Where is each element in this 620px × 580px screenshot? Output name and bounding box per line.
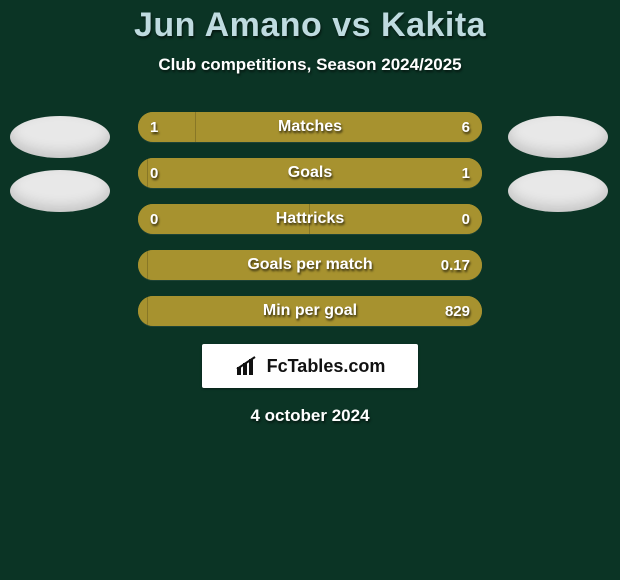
stat-label: Min per goal <box>138 296 482 326</box>
stat-label: Hattricks <box>138 204 482 234</box>
stat-value-right: 0.17 <box>441 250 470 280</box>
branding-text: FcTables.com <box>267 356 386 377</box>
stat-row-min-per-goal: Min per goal 829 <box>138 296 482 326</box>
bars-icon <box>235 355 261 377</box>
date-label: 4 october 2024 <box>0 406 620 426</box>
stat-rows: 1 Matches 6 0 Goals 1 0 Hattricks 0 <box>138 112 482 342</box>
stat-row-goals-per-match: Goals per match 0.17 <box>138 250 482 280</box>
branding-badge: FcTables.com <box>202 344 418 388</box>
stat-value-right: 1 <box>462 158 470 188</box>
stat-value-right: 0 <box>462 204 470 234</box>
page-title: Jun Amano vs Kakita <box>0 0 620 45</box>
player-avatar-right-2 <box>508 170 608 212</box>
stat-value-right: 6 <box>462 112 470 142</box>
stat-row-hattricks: 0 Hattricks 0 <box>138 204 482 234</box>
stat-value-right: 829 <box>445 296 470 326</box>
stat-label: Goals per match <box>138 250 482 280</box>
player-avatar-left-2 <box>10 170 110 212</box>
stat-label: Matches <box>138 112 482 142</box>
stat-label: Goals <box>138 158 482 188</box>
player-avatar-right-1 <box>508 116 608 158</box>
infographic-root: Jun Amano vs Kakita Club competitions, S… <box>0 0 620 580</box>
subtitle: Club competitions, Season 2024/2025 <box>0 55 620 75</box>
stat-row-matches: 1 Matches 6 <box>138 112 482 142</box>
player-avatar-left-1 <box>10 116 110 158</box>
stat-row-goals: 0 Goals 1 <box>138 158 482 188</box>
